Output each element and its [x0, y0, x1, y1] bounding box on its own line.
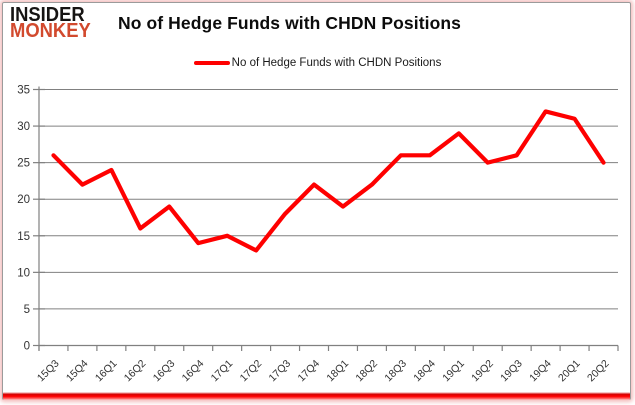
x-axis-tick-label: 19Q1: [440, 358, 467, 385]
y-axis-tick-label: 15: [17, 231, 30, 243]
x-axis-tick-label: 18Q3: [382, 358, 409, 385]
bottom-red-bar: [3, 392, 630, 400]
x-axis-tick-label: 18Q2: [353, 358, 380, 385]
x-axis-tick-label: 16Q4: [180, 358, 207, 385]
y-axis-tick-label: 20: [17, 194, 30, 206]
x-axis-tick-label: 18Q4: [411, 358, 438, 385]
x-axis-tick-label: 17Q1: [209, 358, 236, 385]
x-axis-tick-label: 19Q4: [527, 358, 554, 385]
y-axis-tick-label: 0: [24, 341, 30, 353]
legend-line-swatch: [193, 61, 230, 65]
legend-label: No of Hedge Funds with CHDN Positions: [231, 57, 442, 69]
x-axis-tick-label: 17Q2: [238, 358, 265, 385]
x-axis-tick-label: 16Q3: [151, 358, 178, 385]
x-axis-tick-label: 16Q1: [93, 358, 120, 385]
y-axis-tick-label: 30: [17, 121, 30, 133]
x-axis-tick-label: 20Q1: [556, 358, 583, 385]
logo-line-monkey: MONKEY: [10, 20, 91, 42]
x-axis-tick-label: 19Q3: [498, 358, 525, 385]
series-line: [51, 109, 606, 253]
y-axis-tick-label: 10: [17, 267, 30, 279]
x-axis-tick-label: 17Q3: [267, 358, 294, 385]
legend: No of Hedge Funds with CHDN Positions: [0, 57, 635, 69]
x-axis-tick-label: 15Q3: [35, 358, 62, 385]
chart-title: No of Hedge Funds with CHDN Positions: [118, 13, 461, 33]
x-axis-tick-label: 17Q4: [295, 358, 322, 385]
insider-monkey-logo: INSIDER MONKEY: [10, 4, 109, 42]
x-axis-tick-label: 15Q4: [64, 358, 91, 385]
y-axis-tick-label: 35: [17, 85, 30, 97]
x-axis-tick-label: 16Q2: [122, 358, 149, 385]
x-axis-tick-label: 18Q1: [324, 358, 351, 385]
x-axis-tick-label: 20Q2: [585, 358, 612, 385]
y-axis-tick-label: 25: [17, 158, 30, 170]
logo-line-insider: INSIDER: [10, 4, 85, 26]
x-axis-tick-label: 19Q2: [469, 358, 496, 385]
y-axis-tick-label: 5: [24, 304, 30, 316]
